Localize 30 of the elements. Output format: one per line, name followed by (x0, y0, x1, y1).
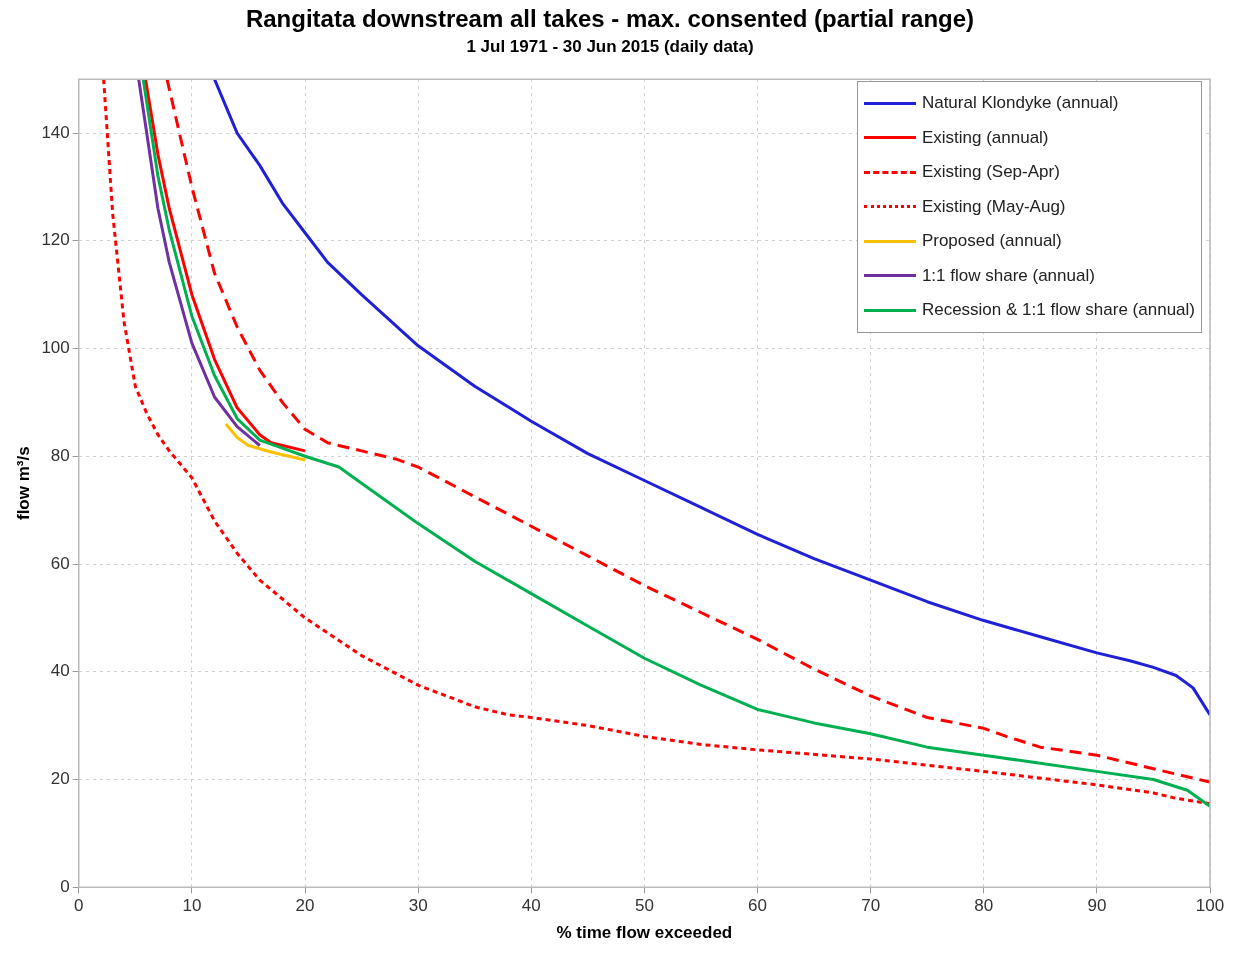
x-axis-title: % time flow exceeded (556, 923, 733, 943)
legend-label: Natural Klondyke (annual) (921, 93, 1119, 114)
x-tick-label: 80 (974, 896, 994, 916)
y-tick-label: 40 (50, 661, 70, 681)
y-tick-label: 140 (41, 122, 70, 142)
y-tick-label: 20 (50, 769, 70, 789)
chart-title: Rangitata downstream all takes - max. consented (partial range) (245, 5, 975, 33)
x-tick-label: 70 (861, 896, 881, 916)
x-tick-label: 30 (408, 896, 428, 916)
legend-label: Existing (Sep-Apr) (921, 162, 1060, 183)
x-tick-label: 100 (1195, 896, 1225, 916)
x-tick-label: 60 (748, 896, 767, 916)
y-tick-label: 80 (50, 445, 70, 465)
chart-subtitle: 1 Jul 1971 - 30 Jun 2015 (daily data) (466, 36, 754, 56)
x-tick-label: 50 (634, 896, 654, 916)
x-tick-label: 20 (295, 896, 315, 916)
y-tick-label: 60 (50, 553, 70, 573)
x-tick-label: 90 (1087, 896, 1107, 916)
y-axis-title: flow m³/s (13, 446, 33, 521)
x-tick-label: 0 (74, 896, 84, 916)
x-tick-label: 10 (182, 896, 202, 916)
y-tick-label: 100 (41, 338, 70, 358)
legend-label: Existing (May-Aug) (921, 196, 1066, 217)
legend-label: Existing (annual) (921, 127, 1049, 148)
y-tick-label: 120 (41, 230, 70, 250)
legend-label: Proposed (annual) (921, 231, 1062, 252)
legend-label: Recession & 1:1 flow share (annual) (921, 300, 1195, 321)
legend-label: 1:1 flow share (annual) (921, 265, 1095, 286)
y-tick-label: 0 (60, 876, 70, 896)
x-tick-label: 40 (521, 896, 541, 916)
